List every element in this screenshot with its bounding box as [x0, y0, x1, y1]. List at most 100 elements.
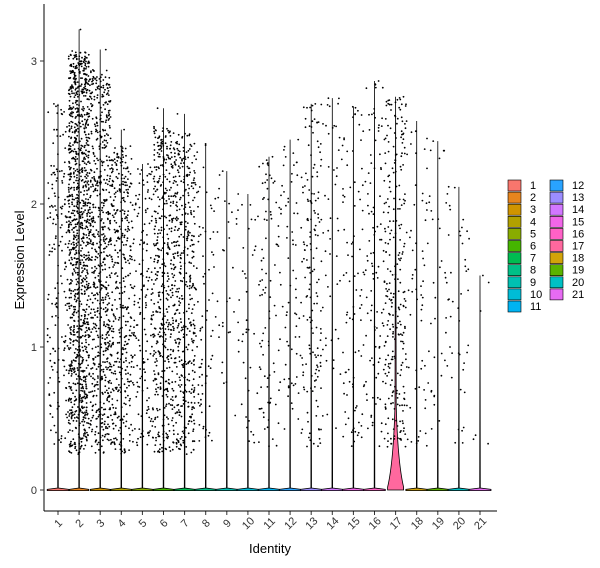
- point: [159, 164, 162, 167]
- point: [146, 234, 148, 236]
- point: [101, 418, 103, 420]
- point: [102, 370, 105, 373]
- point: [316, 281, 318, 284]
- point: [126, 195, 129, 198]
- point: [165, 297, 168, 300]
- point: [182, 252, 185, 254]
- point: [192, 339, 195, 342]
- points-6: [152, 107, 175, 454]
- point: [134, 335, 137, 337]
- point: [84, 80, 87, 82]
- point: [83, 167, 86, 169]
- point: [179, 279, 182, 282]
- point: [287, 344, 290, 347]
- point: [70, 375, 73, 377]
- point: [120, 286, 123, 289]
- point: [73, 268, 75, 271]
- point: [420, 294, 423, 296]
- point: [146, 174, 149, 177]
- point: [51, 247, 54, 250]
- point: [57, 104, 59, 107]
- point: [76, 273, 79, 276]
- point: [313, 302, 316, 305]
- point: [56, 306, 59, 309]
- point: [57, 153, 59, 156]
- point: [117, 429, 120, 432]
- point: [81, 108, 83, 111]
- point: [190, 211, 192, 214]
- point: [124, 175, 127, 178]
- point: [108, 387, 110, 390]
- point: [72, 144, 74, 146]
- point: [214, 316, 217, 318]
- point: [88, 206, 91, 209]
- point: [378, 445, 381, 448]
- point: [57, 359, 60, 361]
- point: [190, 451, 193, 454]
- point: [320, 310, 322, 312]
- point: [148, 416, 151, 419]
- point: [97, 375, 99, 377]
- legend-label-9: 9: [530, 277, 536, 289]
- point: [275, 201, 278, 204]
- point: [141, 259, 144, 262]
- point: [284, 326, 287, 329]
- point: [106, 433, 109, 435]
- point: [109, 116, 112, 118]
- point: [386, 290, 389, 293]
- point: [75, 311, 78, 314]
- point: [94, 356, 97, 358]
- point: [95, 116, 98, 119]
- point: [190, 210, 192, 212]
- point: [345, 313, 348, 316]
- point: [191, 369, 194, 372]
- point: [88, 426, 91, 429]
- point: [73, 294, 76, 297]
- point: [380, 125, 383, 127]
- point: [198, 366, 201, 369]
- legend-label-6: 6: [530, 241, 536, 253]
- point: [84, 118, 86, 121]
- point: [420, 319, 423, 322]
- point: [122, 277, 125, 280]
- point: [394, 357, 396, 360]
- point: [104, 108, 106, 111]
- point: [92, 147, 94, 150]
- point: [158, 136, 161, 139]
- point: [106, 82, 108, 85]
- point: [186, 254, 189, 256]
- point: [168, 131, 170, 134]
- point: [85, 411, 88, 414]
- point: [403, 427, 405, 430]
- point: [191, 297, 193, 300]
- point: [149, 173, 152, 176]
- point: [86, 140, 89, 143]
- point: [160, 229, 163, 232]
- point: [64, 243, 67, 246]
- point: [184, 384, 187, 386]
- point: [346, 311, 349, 314]
- point: [159, 352, 162, 354]
- point: [407, 289, 410, 292]
- point: [430, 428, 433, 430]
- point: [155, 254, 157, 257]
- point: [293, 164, 295, 167]
- point: [363, 273, 366, 276]
- point: [98, 279, 100, 281]
- point: [133, 238, 135, 241]
- point: [318, 437, 321, 440]
- point: [89, 196, 91, 199]
- point: [157, 450, 160, 452]
- point: [81, 390, 84, 392]
- point: [84, 133, 87, 136]
- point: [133, 303, 136, 306]
- point: [76, 81, 79, 83]
- point: [70, 223, 73, 226]
- point: [172, 202, 175, 205]
- point: [167, 285, 170, 288]
- point: [85, 244, 87, 247]
- x-tick-label-17: 17: [388, 515, 405, 532]
- point: [187, 184, 189, 186]
- point: [82, 319, 85, 322]
- point: [181, 158, 183, 161]
